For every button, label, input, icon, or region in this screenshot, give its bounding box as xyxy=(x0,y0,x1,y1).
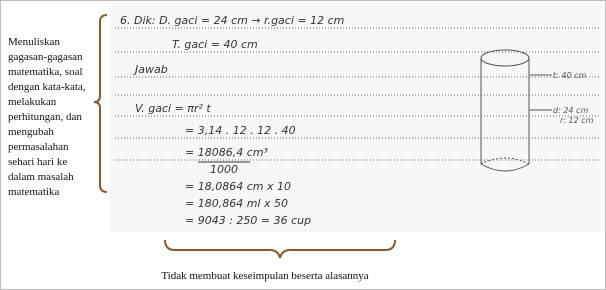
work-line: 1000 xyxy=(210,163,238,176)
work-line: Jawab xyxy=(133,63,168,76)
note-line: dengan kata-kata, xyxy=(8,81,86,93)
work-line: = 9043 : 250 = 36 cup xyxy=(185,214,311,227)
work-line: = 3,14 . 12 . 12 . 40 xyxy=(185,124,296,137)
diagram-label: d: 24 cm xyxy=(553,106,588,115)
work-line: 6. Dik: D. gaci = 24 cm → r.gaci = 12 cm xyxy=(120,14,344,27)
note-line: mengubah xyxy=(8,126,54,138)
note-line: melakukan xyxy=(8,96,57,108)
note-line: sehari hari ke xyxy=(8,156,67,168)
note-line: permasalahan xyxy=(8,141,69,153)
note-line: dalam masalah xyxy=(8,171,74,183)
work-line: T. gaci = 40 cm xyxy=(172,38,258,51)
diagram-label: r: 12 cm xyxy=(560,116,594,125)
figure: Menuliskan gagasan-gagasan matematika, s… xyxy=(0,0,606,290)
note-line: perhitungan, dan xyxy=(8,111,82,123)
note-line: gagasan-gagasan xyxy=(8,51,83,63)
note-line: matematika, soal xyxy=(8,66,83,78)
note-line: Menuliskan xyxy=(8,36,60,48)
work-line: = 180,864 ml x 50 xyxy=(185,197,288,210)
work-line: = 18086,4 cm³ xyxy=(185,146,268,159)
work-line: = 18,0864 cm x 10 xyxy=(185,180,291,193)
diagram-label: t: 40 cm xyxy=(553,71,586,80)
note-line: matematika xyxy=(8,186,59,198)
bottom-note: Tidak membuat keseimpulan beserta alasan… xyxy=(161,270,368,282)
work-line: V. gaci = πr² t xyxy=(135,102,211,115)
